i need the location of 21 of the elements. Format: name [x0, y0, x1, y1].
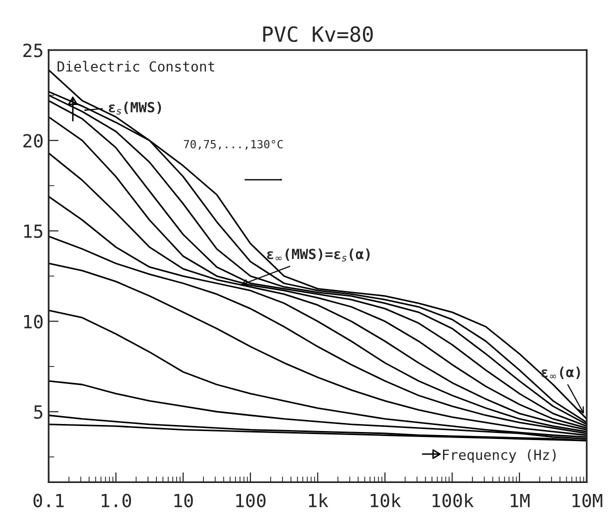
x-tick-label: 1M [510, 494, 530, 508]
x-tick-label: 10 [174, 494, 193, 508]
annotation: ε$_{∞}$(α) [541, 366, 580, 379]
x-axis-title: Frequency (Hz) [443, 449, 556, 463]
annotation: 70,75,...,130°C [184, 140, 283, 150]
y-tick-label: 25 [23, 44, 42, 58]
y-tick-label: 20 [23, 134, 43, 148]
x-tick-label: 100 [236, 494, 266, 508]
x-tick-label: 1.0 [102, 494, 132, 508]
x-tick-label: 1k [308, 493, 328, 508]
y-axis-title: Dielectric Constont [58, 60, 214, 72]
annotation: ε$_{∞}$(MWS)=ε$_{s}$(α) [267, 248, 370, 262]
y-tick-label: 5 [34, 405, 42, 419]
annotation: ε$_{s}$(MWS) [108, 102, 161, 115]
x-tick-label: 10M [572, 494, 602, 508]
y-tick-label: 15 [24, 224, 42, 238]
x-tick-label: 0.1 [34, 494, 64, 508]
x-tick-label: 10k [370, 493, 401, 508]
x-tick-label: 100k [432, 493, 474, 508]
y-tick-label: 10 [24, 314, 43, 328]
chart-title: PVC Kv=80 [263, 26, 373, 42]
